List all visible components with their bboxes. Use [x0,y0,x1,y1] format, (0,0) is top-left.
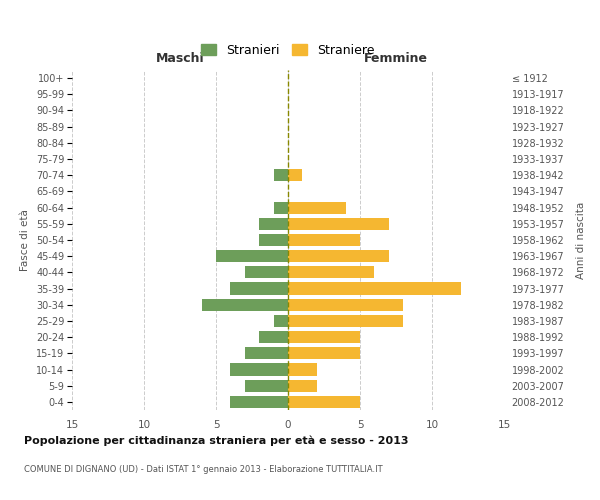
Bar [288,266,374,278]
Bar [274,315,288,327]
Bar [230,396,288,408]
Bar [245,348,288,360]
Bar [274,169,288,181]
Bar [288,396,360,408]
Bar [274,202,288,213]
Text: Maschi: Maschi [155,52,205,65]
Bar [288,234,360,246]
Bar [245,266,288,278]
Bar [288,331,360,343]
Bar [288,315,403,327]
Bar [288,298,403,311]
Bar [230,364,288,376]
Y-axis label: Anni di nascita: Anni di nascita [575,202,586,278]
Text: Femmine: Femmine [364,52,428,65]
Bar [288,380,317,392]
Bar [288,218,389,230]
Legend: Stranieri, Straniere: Stranieri, Straniere [196,39,380,62]
Bar [259,234,288,246]
Bar [230,282,288,294]
Bar [288,348,360,360]
Y-axis label: Fasce di età: Fasce di età [20,209,31,271]
Text: Popolazione per cittadinanza straniera per età e sesso - 2013: Popolazione per cittadinanza straniera p… [24,435,409,446]
Bar [288,202,346,213]
Bar [245,380,288,392]
Bar [288,364,317,376]
Text: COMUNE DI DIGNANO (UD) - Dati ISTAT 1° gennaio 2013 - Elaborazione TUTTITALIA.IT: COMUNE DI DIGNANO (UD) - Dati ISTAT 1° g… [24,465,383,474]
Bar [288,282,461,294]
Bar [216,250,288,262]
Bar [259,331,288,343]
Bar [202,298,288,311]
Bar [259,218,288,230]
Bar [288,169,302,181]
Bar [288,250,389,262]
